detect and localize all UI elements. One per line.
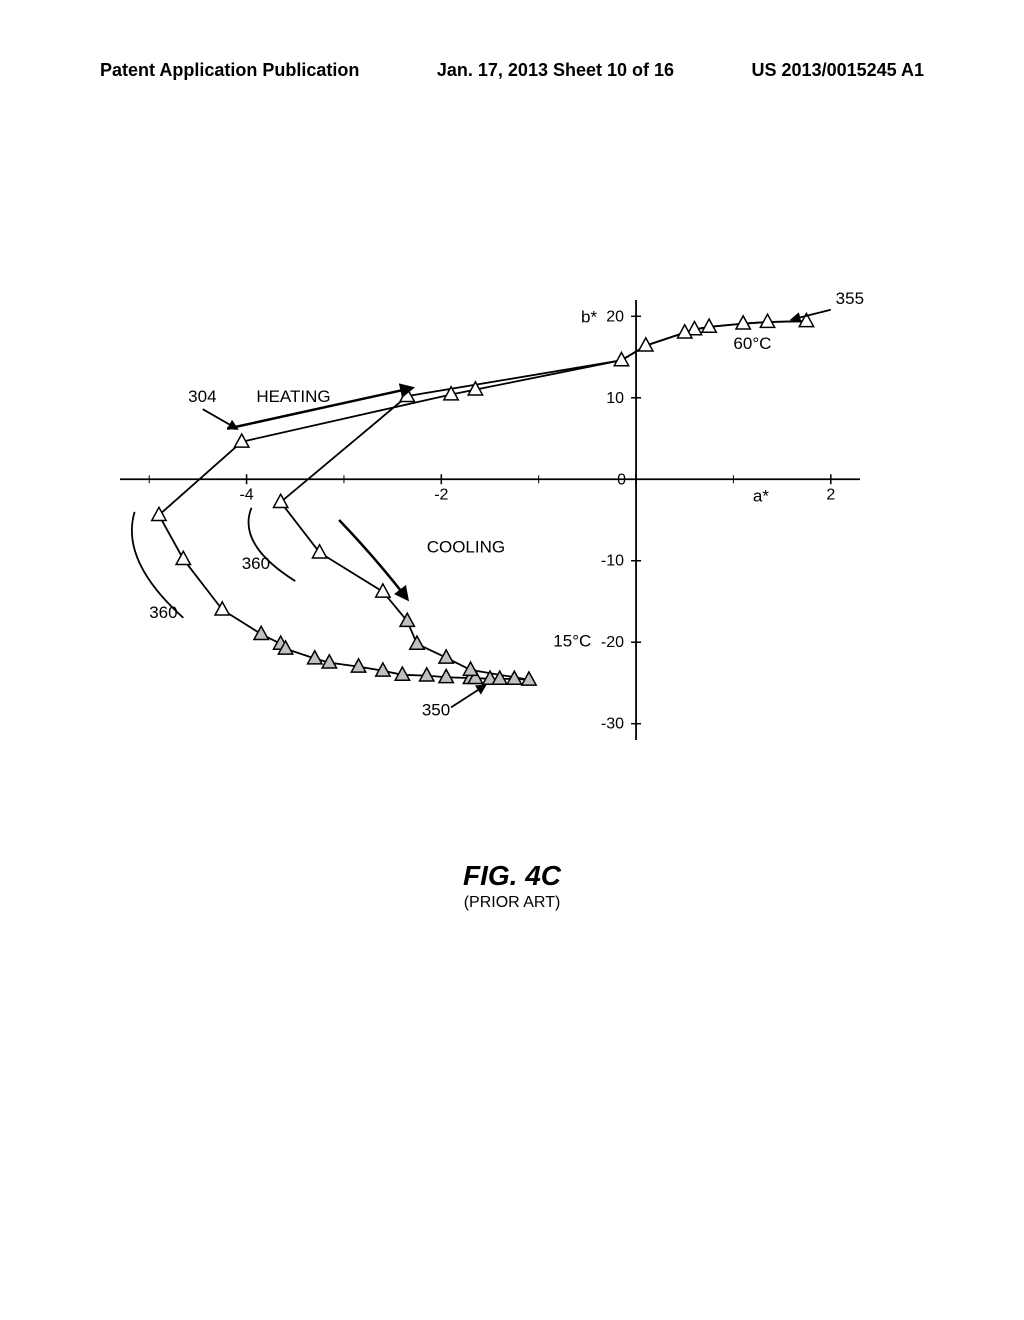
svg-text:304: 304 — [188, 387, 216, 406]
header-center: Jan. 17, 2013 Sheet 10 of 16 — [437, 60, 674, 81]
svg-text:HEATING: HEATING — [256, 387, 330, 406]
svg-text:360: 360 — [149, 603, 177, 622]
svg-text:-20: -20 — [601, 634, 624, 651]
svg-text:350: 350 — [422, 701, 450, 720]
svg-text:2: 2 — [826, 486, 835, 503]
svg-text:-4: -4 — [239, 486, 253, 503]
chart: -4 -2 2 -30 -20 -10 10 20 0 a* b* HEATING COOLING 60°… — [100, 280, 900, 760]
svg-text:b*: b* — [581, 307, 597, 326]
svg-text:-2: -2 — [434, 486, 448, 503]
svg-text:a*: a* — [753, 486, 769, 505]
header-left: Patent Application Publication — [100, 60, 359, 81]
svg-text:COOLING: COOLING — [427, 538, 505, 557]
figure-title: FIG. 4C — [0, 860, 1024, 892]
svg-text:360: 360 — [242, 554, 270, 573]
svg-text:-10: -10 — [601, 553, 624, 570]
header-right: US 2013/0015245 A1 — [752, 60, 924, 81]
svg-text:0: 0 — [617, 471, 626, 488]
page-header: Patent Application Publication Jan. 17, … — [0, 60, 1024, 81]
svg-text:-30: -30 — [601, 716, 624, 733]
figure-caption: FIG. 4C (PRIOR ART) — [0, 860, 1024, 912]
svg-text:15°C: 15°C — [553, 631, 591, 650]
svg-text:20: 20 — [606, 308, 624, 325]
svg-text:355: 355 — [836, 289, 864, 308]
figure-subtitle: (PRIOR ART) — [0, 894, 1024, 912]
svg-text:60°C: 60°C — [733, 334, 771, 353]
svg-text:10: 10 — [606, 390, 624, 407]
